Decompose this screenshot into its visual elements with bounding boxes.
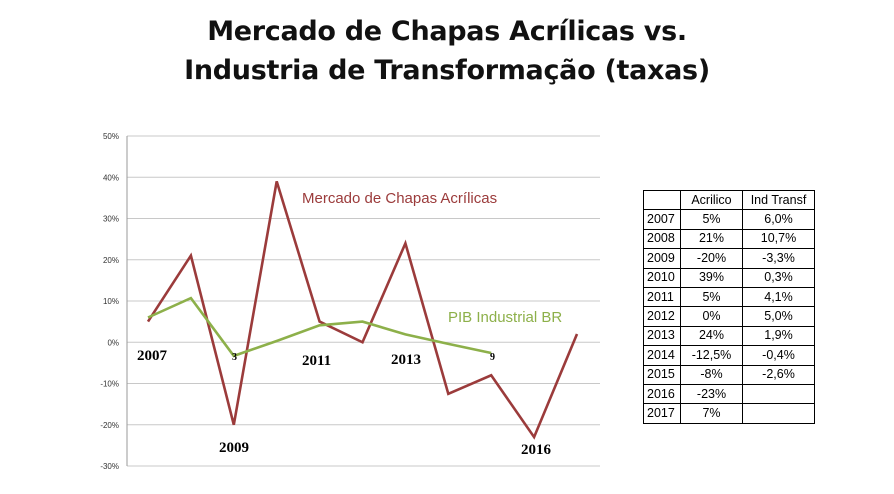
cell-year: 2012 <box>643 306 681 327</box>
table-header-acrilico: Acrilico <box>680 189 743 211</box>
y-tick-label: -20% <box>100 421 119 430</box>
table-row: 2014 -12,5% -0,4% <box>643 345 815 366</box>
cell-year: 2014 <box>643 345 681 366</box>
cell-acrilico: 7% <box>680 403 743 424</box>
cell-year: 2008 <box>643 228 681 250</box>
series-line-acrilicas <box>146 181 579 440</box>
cell-ind-transf: -2,6% <box>742 364 815 385</box>
table-row: 2013 24% 1,9% <box>643 325 815 347</box>
chart-title-line2: Industria de Transformação (taxas) <box>184 55 710 86</box>
cell-year: 2013 <box>643 325 681 347</box>
cell-ind-transf <box>742 383 815 405</box>
table-row: 2011 5% 4,1% <box>643 286 815 308</box>
label-9: 9 <box>490 352 495 363</box>
cell-ind-transf: 4,1% <box>742 286 815 308</box>
y-tick-label: -10% <box>100 380 119 389</box>
cell-ind-transf: 1,9% <box>742 325 815 347</box>
cell-ind-transf: 10,7% <box>742 228 815 250</box>
label-2013: 2013 <box>391 352 421 368</box>
y-tick-label: 50% <box>103 132 119 141</box>
cell-year: 2010 <box>643 267 681 288</box>
label-2009: 2009 <box>219 440 249 456</box>
y-tick-label: 30% <box>103 215 119 224</box>
series-label-bg <box>444 306 584 328</box>
table-row: 2008 21% 10,7% <box>643 228 815 250</box>
data-table: Acrilico Ind Transf 2007 5% 6,0% 2008 21% 10… <box>643 189 815 424</box>
table-row: 2012 0% 5,0% <box>643 306 815 327</box>
y-tick-label: 10% <box>103 297 119 306</box>
cell-acrilico: -8% <box>680 364 743 385</box>
cell-acrilico: -12,5% <box>680 345 743 366</box>
cell-ind-transf: -3,3% <box>742 248 815 269</box>
series-label-pib: PIB Industrial BR <box>448 309 562 326</box>
cell-acrilico: 21% <box>680 228 743 250</box>
cell-acrilico: 24% <box>680 325 743 347</box>
cell-ind-transf: -0,4% <box>742 345 815 366</box>
cell-acrilico: 5% <box>680 286 743 308</box>
series-line-pib <box>147 296 492 358</box>
table-header-ind-transf: Ind Transf <box>742 189 815 211</box>
cell-acrilico: -23% <box>680 383 743 405</box>
label-3: 3 <box>232 352 237 363</box>
cell-year: 2011 <box>643 286 681 308</box>
table-header-year <box>643 189 681 211</box>
label-2007: 2007 <box>137 348 168 364</box>
cell-ind-transf: 0,3% <box>742 267 815 288</box>
cell-year: 2015 <box>643 364 681 385</box>
cell-ind-transf: 6,0% <box>742 209 815 230</box>
chart-title-line1: Mercado de Chapas Acrílicas vs. <box>207 16 687 47</box>
cell-acrilico: 5% <box>680 209 743 230</box>
table-row: 2010 39% 0,3% <box>643 267 815 288</box>
table-row: 2009 -20% -3,3% <box>643 248 815 269</box>
cell-acrilico: 0% <box>680 306 743 327</box>
cell-acrilico: 39% <box>680 267 743 288</box>
cell-ind-transf: 5,0% <box>742 306 815 327</box>
label-2011: 2011 <box>302 353 331 369</box>
table-header-row: Acrilico Ind Transf <box>643 189 815 211</box>
cell-acrilico: -20% <box>680 248 743 269</box>
table-row: 2016 -23% <box>643 383 815 405</box>
table-row: 2007 5% 6,0% <box>643 209 815 230</box>
y-tick-label: 40% <box>103 173 119 182</box>
y-tick-label: 20% <box>103 256 119 265</box>
table-row: 2017 7% <box>643 403 815 424</box>
cell-year: 2009 <box>643 248 681 269</box>
series-label-acrilicas: Mercado de Chapas Acrílicas <box>302 190 497 207</box>
table-row: 2015 -8% -2,6% <box>643 364 815 385</box>
line-chart: 50% 40% 30% 20% 10% 0% -10% -20% -30% 2007 2009 201… <box>100 132 600 471</box>
cell-ind-transf <box>742 403 815 424</box>
cell-year: 2007 <box>643 209 681 230</box>
label-2016: 2016 <box>521 442 552 458</box>
y-tick-label: -30% <box>100 462 119 471</box>
cell-year: 2017 <box>643 403 681 424</box>
y-tick-label: 0% <box>107 338 119 347</box>
cell-year: 2016 <box>643 383 681 405</box>
